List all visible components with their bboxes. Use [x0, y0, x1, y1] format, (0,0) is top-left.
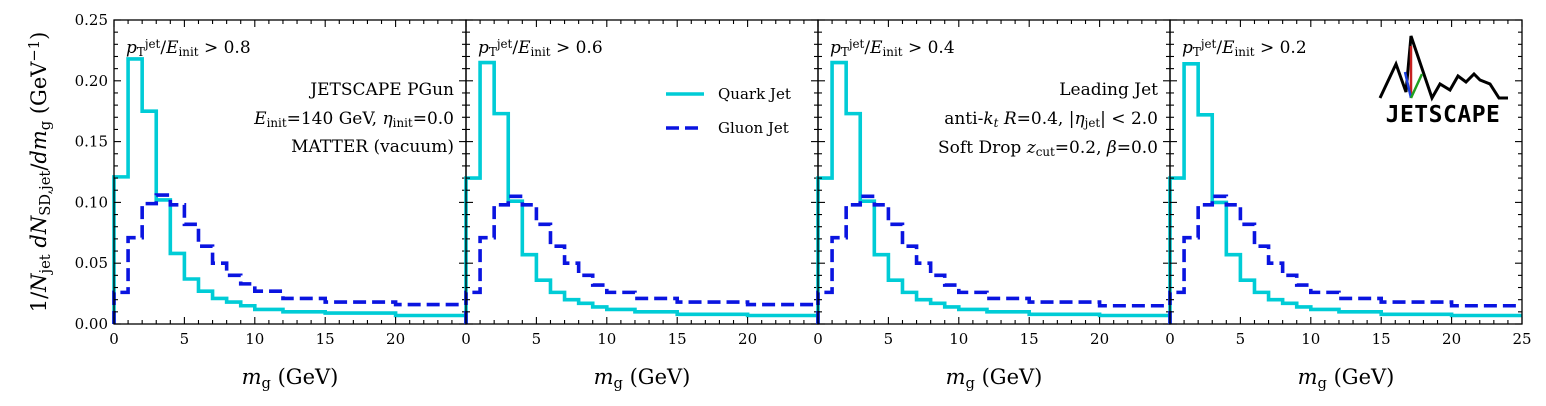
- y-tick-label: 0.25: [75, 11, 108, 29]
- x-tick-label: 15: [1372, 330, 1391, 348]
- panel-1: 0 5 10 15 20 0.00 0.05 0.10 0.15 0.20 0.25 mg (GeV)…: [75, 11, 467, 392]
- jetscape-logo: JETSCAPE: [1378, 35, 1508, 128]
- legend-label-gluon: Gluon Jet: [718, 119, 789, 137]
- x-axis-label: mg (GeV): [242, 365, 339, 392]
- x-tick-label: 0: [1165, 330, 1175, 348]
- logo-blue-line-icon: [1403, 71, 1413, 99]
- x-tick-label: 20: [1442, 330, 1461, 348]
- annotation-energy: Einit=140 GeV, ηinit=0.0: [253, 109, 454, 130]
- annotation-generator: JETSCAPE PGun: [308, 80, 454, 100]
- y-axis-label-text: 1/Njet dNSD,jet/dmg (GeV−1): [26, 32, 54, 313]
- x-tick-label: 10: [597, 330, 616, 348]
- plot-frame: [817, 19, 1171, 325]
- x-tick-label: 10: [1301, 330, 1320, 348]
- y-tick-label: 0.15: [75, 133, 108, 151]
- panel-label: pTjet/Einit > 0.4: [830, 37, 955, 59]
- panel-label: pTjet/Einit > 0.2: [1182, 37, 1307, 59]
- series-gluon-line: [112, 193, 466, 324]
- plot-frame: [113, 19, 467, 325]
- x-tick-label: 15: [1020, 330, 1039, 348]
- x-axis-label: mg (GeV): [946, 365, 1043, 392]
- x-tick-label: 5: [532, 330, 542, 348]
- x-tick-label: 5: [180, 330, 190, 348]
- y-tick-label: 0.00: [75, 315, 108, 333]
- x-tick-label: 10: [245, 330, 264, 348]
- x-tick-label: 0: [813, 330, 823, 348]
- logo-mountain-icon: [1378, 35, 1508, 102]
- x-tick-label: 15: [316, 330, 335, 348]
- series-quark-line: [464, 60, 818, 324]
- x-tick-label: 0: [461, 330, 471, 348]
- plot-frame: [465, 19, 819, 325]
- x-tick-label: 5: [884, 330, 894, 348]
- y-tick-label: 0.20: [75, 72, 108, 90]
- y-axis-label: 1/Njet dNSD,jet/dmg (GeV−1): [26, 32, 54, 313]
- annotation-jet-def: anti-kt R=0.4, |ηjet| < 2.0: [944, 109, 1158, 130]
- panel-3: 0 5 10 15 20 mg (GeV) pTjet/Einit > 0.4 Leading…: [813, 19, 1171, 392]
- series-gluon-line: [816, 194, 1170, 324]
- y-tick-label: 0.10: [75, 193, 108, 211]
- panel-label: pTjet/Einit > 0.6: [478, 37, 603, 59]
- panel-4: 0 5 10 15 20 25 mg (GeV) pTjet/Einit > 0.2 JETSC…: [1165, 19, 1532, 392]
- x-tick-label: 25: [1512, 330, 1531, 348]
- series-quark-line: [1168, 61, 1522, 324]
- y-tick-label: 0.05: [75, 254, 108, 272]
- annotation-leading-jet: Leading Jet: [1059, 80, 1158, 100]
- series-gluon-line: [1168, 194, 1522, 324]
- annotation-model: MATTER (vacuum): [291, 137, 454, 157]
- panel-label: pTjet/Einit > 0.8: [126, 37, 251, 59]
- logo-green-line-icon: [1409, 73, 1424, 99]
- series-quark-line: [112, 57, 466, 324]
- annotation-soft-drop: Soft Drop zcut=0.2, β=0.0: [938, 138, 1158, 159]
- x-tick-label: 20: [1090, 330, 1109, 348]
- series-quark-line: [816, 60, 1170, 324]
- x-tick-label: 0: [109, 330, 119, 348]
- plot-frame: [1169, 19, 1523, 325]
- x-axis-label: mg (GeV): [1298, 365, 1395, 392]
- logo-text: JETSCAPE: [1386, 102, 1501, 128]
- legend-label-quark: Quark Jet: [718, 85, 791, 103]
- x-tick-label: 20: [386, 330, 405, 348]
- x-axis-label: mg (GeV): [594, 365, 691, 392]
- panel-2: 0 5 10 15 20 mg (GeV) pTjet/Einit > 0.6 Quark J…: [461, 19, 819, 392]
- x-tick-label: 5: [1236, 330, 1246, 348]
- series-gluon-line: [464, 194, 818, 324]
- x-tick-label: 15: [668, 330, 687, 348]
- x-tick-label: 20: [738, 330, 757, 348]
- x-tick-label: 10: [949, 330, 968, 348]
- legend: Quark Jet Gluon Jet: [666, 85, 791, 137]
